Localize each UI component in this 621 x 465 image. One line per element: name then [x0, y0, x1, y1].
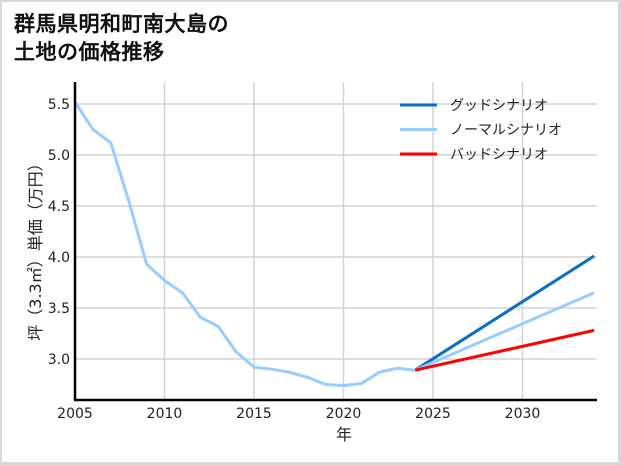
x-tick-label: 2005 — [57, 406, 93, 422]
y-tick-label: 3.0 — [48, 352, 70, 368]
x-axis-ticks: 2005 2010 2015 2020 2025 2030 — [57, 406, 540, 422]
normal-scenario-line — [414, 291, 595, 372]
y-tick-label: 5.0 — [48, 148, 70, 164]
bad-scenario-line — [414, 328, 595, 372]
legend-label: グッドシナリオ — [450, 98, 548, 114]
y-axis-label: 坪（3.3㎡）単価（万円） — [26, 155, 45, 340]
y-tick-label: 5.5 — [48, 97, 70, 113]
axes — [73, 82, 597, 402]
data-series — [73, 101, 595, 387]
chart-title: 群馬県明和町南大島の 土地の価格推移 — [14, 10, 229, 66]
y-tick-label: 3.5 — [48, 301, 70, 317]
chart-title-line-2: 土地の価格推移 — [14, 40, 165, 64]
legend-label: ノーマルシナリオ — [450, 123, 562, 139]
grid-lines — [75, 82, 597, 400]
y-axis-ticks: 3.0 3.5 4.0 4.5 5.0 5.5 — [48, 97, 70, 368]
legend-label: バッドシナリオ — [450, 147, 548, 163]
x-axis-label: 年 — [336, 425, 352, 444]
x-tick-label: 2010 — [147, 406, 183, 422]
x-tick-label: 2025 — [415, 406, 451, 422]
y-tick-label: 4.5 — [48, 199, 70, 215]
chart-title-line-1: 群馬県明和町南大島の — [14, 12, 229, 36]
y-tick-label: 4.0 — [48, 250, 70, 266]
x-tick-label: 2030 — [505, 406, 541, 422]
x-tick-label: 2015 — [236, 406, 272, 422]
history-line — [73, 101, 416, 387]
x-tick-label: 2020 — [326, 406, 362, 422]
good-scenario-line — [414, 254, 595, 372]
